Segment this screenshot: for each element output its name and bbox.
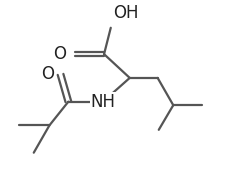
Text: O: O — [53, 45, 66, 63]
Text: NH: NH — [90, 93, 115, 111]
Text: O: O — [41, 65, 54, 83]
Text: OH: OH — [112, 4, 138, 22]
